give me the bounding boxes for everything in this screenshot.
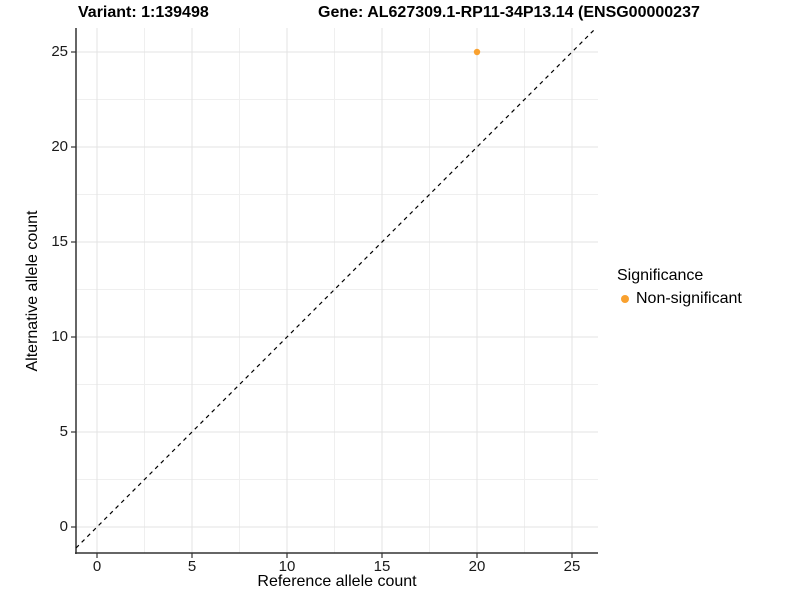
y-tick-label: 0 bbox=[59, 518, 68, 535]
legend: Significance Non-significant bbox=[617, 266, 742, 309]
x-tick-label: 0 bbox=[92, 558, 102, 575]
x-tick-label: 20 bbox=[468, 558, 486, 575]
x-tick-label: 15 bbox=[373, 558, 391, 575]
x-tick-label: 10 bbox=[278, 558, 296, 575]
data-point bbox=[473, 48, 481, 56]
y-tick-label: 5 bbox=[59, 423, 68, 440]
y-tick-label: 20 bbox=[51, 138, 68, 155]
legend-item-label: Non-significant bbox=[636, 290, 742, 307]
legend-item: Non-significant bbox=[617, 289, 742, 309]
y-tick-label: 25 bbox=[51, 43, 68, 60]
plot-title-variant: Variant: 1:139498 bbox=[78, 4, 209, 21]
x-tick-label: 25 bbox=[563, 558, 581, 575]
y-tick-label: 10 bbox=[51, 328, 68, 345]
x-tick-label: 5 bbox=[187, 558, 197, 575]
legend-title: Significance bbox=[617, 267, 704, 284]
legend-point-icon bbox=[621, 295, 629, 303]
x-axis-title: Reference allele count bbox=[257, 573, 417, 590]
plot-title-gene: Gene: AL627309.1-RP11-34P13.14 (ENSG0000… bbox=[318, 4, 700, 21]
y-tick-label: 15 bbox=[51, 233, 68, 250]
identity-dashed-line bbox=[75, 27, 597, 549]
y-axis-title: Alternative allele count bbox=[24, 210, 41, 372]
